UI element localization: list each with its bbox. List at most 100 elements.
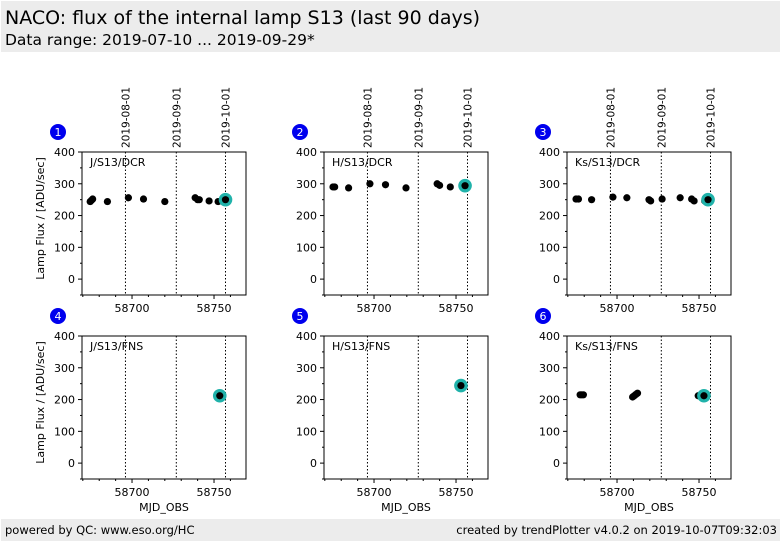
data-point [436,181,444,189]
y-tick-label: 400 [296,146,317,159]
latest-data-point [700,392,708,400]
data-point [574,195,583,203]
panel-number-badge [535,124,551,140]
date-marker-label: 2019-10-01 [706,87,718,148]
y-axis-label: Lamp Flux / [ADU/sec] [34,157,47,280]
y-tick-label: 400 [296,330,317,343]
y-tick-label: 400 [539,146,560,159]
data-point [647,197,655,205]
y-tick-label: 200 [539,394,560,407]
panel-number-badge [535,308,551,324]
panel-number-badge [50,308,66,324]
panel-number: 3 [540,126,547,139]
y-tick-label: 100 [54,425,75,438]
date-marker-label: 2019-10-01 [463,87,475,148]
data-point [633,389,642,397]
panel-label: H/S13/FNS [332,340,390,353]
data-point [139,195,148,203]
powered-by-text: powered by QC: www.eso.org/HC [5,523,195,537]
axes-frame [81,151,247,296]
y-tick-label: 300 [296,362,317,375]
data-point [623,194,631,202]
axes-frame [81,335,247,480]
panel-label: Ks/S13/DCR [575,156,640,169]
y-tick-label: 200 [296,394,317,407]
y-tick-label: 200 [54,394,75,407]
x-tick-label: 58750 [439,302,474,315]
y-tick-label: 100 [54,241,75,254]
y-tick-label: 0 [553,273,560,286]
y-tick-label: 0 [553,457,560,470]
y-tick-label: 300 [539,362,560,375]
panel-label: Ks/S13/FNS [575,340,638,353]
date-marker-label: 2019-09-01 [171,87,183,148]
panel-number: 4 [55,310,62,323]
y-tick-label: 0 [68,457,75,470]
x-tick-label: 58750 [439,486,474,499]
date-marker-label: 2019-10-01 [221,87,233,148]
footer-bar: powered by QC: www.eso.org/HC created by… [1,519,780,541]
data-point [161,197,169,206]
data-point [205,197,213,205]
y-tick-label: 300 [539,178,560,191]
data-point [124,194,133,202]
x-tick-label: 58750 [682,486,717,499]
axes-frame [323,151,489,296]
data-point [366,180,374,188]
panel-number-badge [292,124,308,140]
x-tick-label: 58750 [682,302,717,315]
y-tick-label: 300 [296,178,317,191]
data-point [402,184,410,192]
axes-frame [323,335,489,480]
latest-data-point [221,196,230,204]
chart-panel-4: 0 100 200 300 400 58700 58750 J/S13/FNS MJD_OBS L… [34,308,247,514]
data-point [658,195,666,203]
data-point [345,184,353,192]
x-tick-label: 58750 [197,486,232,499]
data-point [690,197,698,205]
y-tick-label: 100 [296,241,317,254]
date-marker-label: 2019-09-01 [413,87,425,148]
latest-data-point [216,392,224,400]
date-marker-label: 2019-08-01 [362,87,374,148]
created-by-text: created by trendPlotter v4.0.2 on 2019-1… [456,523,777,537]
y-tick-label: 100 [296,425,317,438]
x-axis-label: MJD_OBS [624,501,674,514]
y-tick-label: 0 [68,273,75,286]
y-tick-label: 200 [296,210,317,223]
panel-number: 5 [297,310,304,323]
y-tick-label: 400 [54,146,75,159]
panel-number-badge [50,124,66,140]
data-point [676,194,684,202]
chart-panel-1: 2019-08-01 2019-09-01 2019-10-01 0 100 200 300… [34,87,247,315]
x-tick-label: 58700 [115,486,150,499]
date-marker-label: 2019-08-01 [120,87,132,148]
y-tick-label: 300 [54,178,75,191]
panel-number-badge [292,308,308,324]
data-point [103,197,112,206]
data-point [446,183,454,191]
panel-number: 2 [297,126,304,139]
data-point [588,196,596,204]
x-tick-label: 58700 [600,486,635,499]
x-tick-label: 58700 [600,302,635,315]
y-tick-label: 100 [539,241,560,254]
x-tick-label: 58700 [357,486,392,499]
latest-data-point [457,381,465,390]
chart-panel-2: 2019-08-01 2019-09-01 2019-10-01 0 100 200 300… [292,87,489,315]
date-marker-label: 2019-08-01 [605,87,617,148]
data-range-subtitle: Data range: 2019-07-10 ... 2019-09-29* [5,31,315,49]
x-tick-label: 58750 [197,302,232,315]
x-axis-label: MJD_OBS [381,501,431,514]
latest-data-point [704,196,712,204]
y-tick-label: 200 [539,210,560,223]
chart-panel-5: 0 100 200 300 400 58700 58750 H/S13/FNS MJD_OBS 5 [292,308,489,514]
y-tick-label: 200 [54,210,75,223]
data-point [89,195,97,203]
data-point [609,193,617,201]
axes-frame [566,151,732,296]
data-point [195,196,203,204]
y-tick-label: 400 [54,330,75,343]
x-axis-label: MJD_OBS [139,501,189,514]
y-axis-label: Lamp Flux / [ADU/sec] [34,341,47,464]
